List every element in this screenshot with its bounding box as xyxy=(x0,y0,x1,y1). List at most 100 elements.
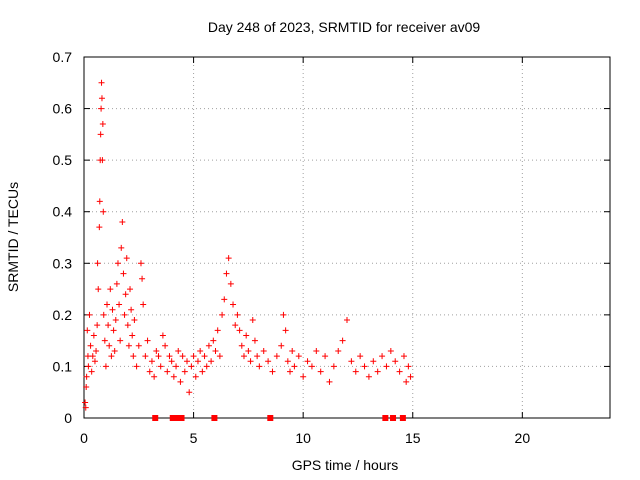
data-point xyxy=(387,347,394,354)
data-point xyxy=(230,301,237,308)
data-point xyxy=(177,378,184,385)
data-point xyxy=(374,368,381,375)
data-point xyxy=(146,368,153,375)
data-point xyxy=(379,353,386,360)
data-point xyxy=(221,296,228,303)
data-point xyxy=(339,337,346,344)
data-point xyxy=(100,208,107,215)
data-point xyxy=(361,363,368,370)
x-tick-label: 0 xyxy=(80,430,88,446)
data-point xyxy=(181,368,188,375)
x-tick-label: 20 xyxy=(515,430,531,446)
data-point xyxy=(216,353,223,360)
data-point xyxy=(85,363,92,370)
data-point xyxy=(101,337,108,344)
x-axis: 0 5 10 15 20 xyxy=(80,57,530,446)
data-point xyxy=(153,347,160,354)
data-point xyxy=(278,342,285,349)
data-point xyxy=(128,306,135,313)
data-point xyxy=(201,353,208,360)
data-point xyxy=(370,358,377,365)
data-point xyxy=(164,368,171,375)
data-point xyxy=(295,353,302,360)
data-point xyxy=(212,347,219,354)
data-point xyxy=(407,373,414,380)
data-point xyxy=(130,353,137,360)
data-point xyxy=(260,347,267,354)
y-axis: 0 0.1 0.2 0.3 0.4 0.5 0.6 0.7 xyxy=(53,49,610,426)
data-point xyxy=(210,337,217,344)
data-point xyxy=(125,342,132,349)
data-point xyxy=(227,280,234,287)
data-point xyxy=(94,260,101,267)
data-point xyxy=(122,291,129,298)
data-point xyxy=(83,384,90,391)
gap-marker xyxy=(152,415,159,421)
data-point xyxy=(203,363,210,370)
data-point xyxy=(219,311,226,318)
data-point xyxy=(157,363,164,370)
data-point xyxy=(89,353,96,360)
data-point xyxy=(105,322,112,329)
data-point xyxy=(83,373,90,380)
data-point xyxy=(300,373,307,380)
x-tick-label: 15 xyxy=(405,430,421,446)
data-point xyxy=(107,286,114,293)
data-point xyxy=(396,368,403,375)
data-point xyxy=(104,301,111,308)
data-point xyxy=(282,327,289,334)
data-point xyxy=(256,363,263,370)
gap-marker xyxy=(382,415,389,421)
data-point xyxy=(330,363,337,370)
data-point xyxy=(280,311,287,318)
y-tick-label: 0 xyxy=(64,410,72,426)
data-point xyxy=(162,342,169,349)
data-point xyxy=(225,255,232,262)
data-point xyxy=(90,332,97,339)
data-point xyxy=(205,342,212,349)
data-point xyxy=(127,286,134,293)
data-point xyxy=(269,368,276,375)
data-point xyxy=(93,347,100,354)
data-point xyxy=(98,79,105,86)
data-point xyxy=(113,280,120,287)
data-point xyxy=(135,342,142,349)
data-point xyxy=(142,353,149,360)
data-point xyxy=(166,353,173,360)
data-point xyxy=(159,332,166,339)
gap-marker xyxy=(267,415,274,421)
data-point xyxy=(199,368,206,375)
data-point xyxy=(348,358,355,365)
data-point xyxy=(133,363,140,370)
y-tick-label: 0.1 xyxy=(53,358,73,374)
data-point xyxy=(223,270,230,277)
data-point xyxy=(139,275,146,282)
data-point xyxy=(291,363,298,370)
data-point xyxy=(232,322,239,329)
data-point xyxy=(308,363,315,370)
data-point xyxy=(175,347,182,354)
data-point xyxy=(284,358,291,365)
data-point xyxy=(123,255,130,262)
data-point xyxy=(99,157,106,164)
grid xyxy=(84,57,610,418)
data-point xyxy=(236,327,243,334)
data-point xyxy=(110,327,117,334)
data-point xyxy=(289,347,296,354)
data-point xyxy=(192,373,199,380)
data-point xyxy=(99,121,106,128)
data-point xyxy=(190,353,197,360)
data-point xyxy=(86,311,93,318)
data-point xyxy=(238,342,245,349)
data-point xyxy=(184,358,191,365)
data-point xyxy=(111,347,118,354)
data-point xyxy=(392,358,399,365)
data-point xyxy=(151,373,158,380)
y-tick-label: 0.2 xyxy=(53,307,73,323)
data-point xyxy=(251,337,258,344)
data-point xyxy=(304,358,311,365)
data-point xyxy=(214,327,221,334)
data-point xyxy=(197,347,204,354)
data-point xyxy=(148,358,155,365)
